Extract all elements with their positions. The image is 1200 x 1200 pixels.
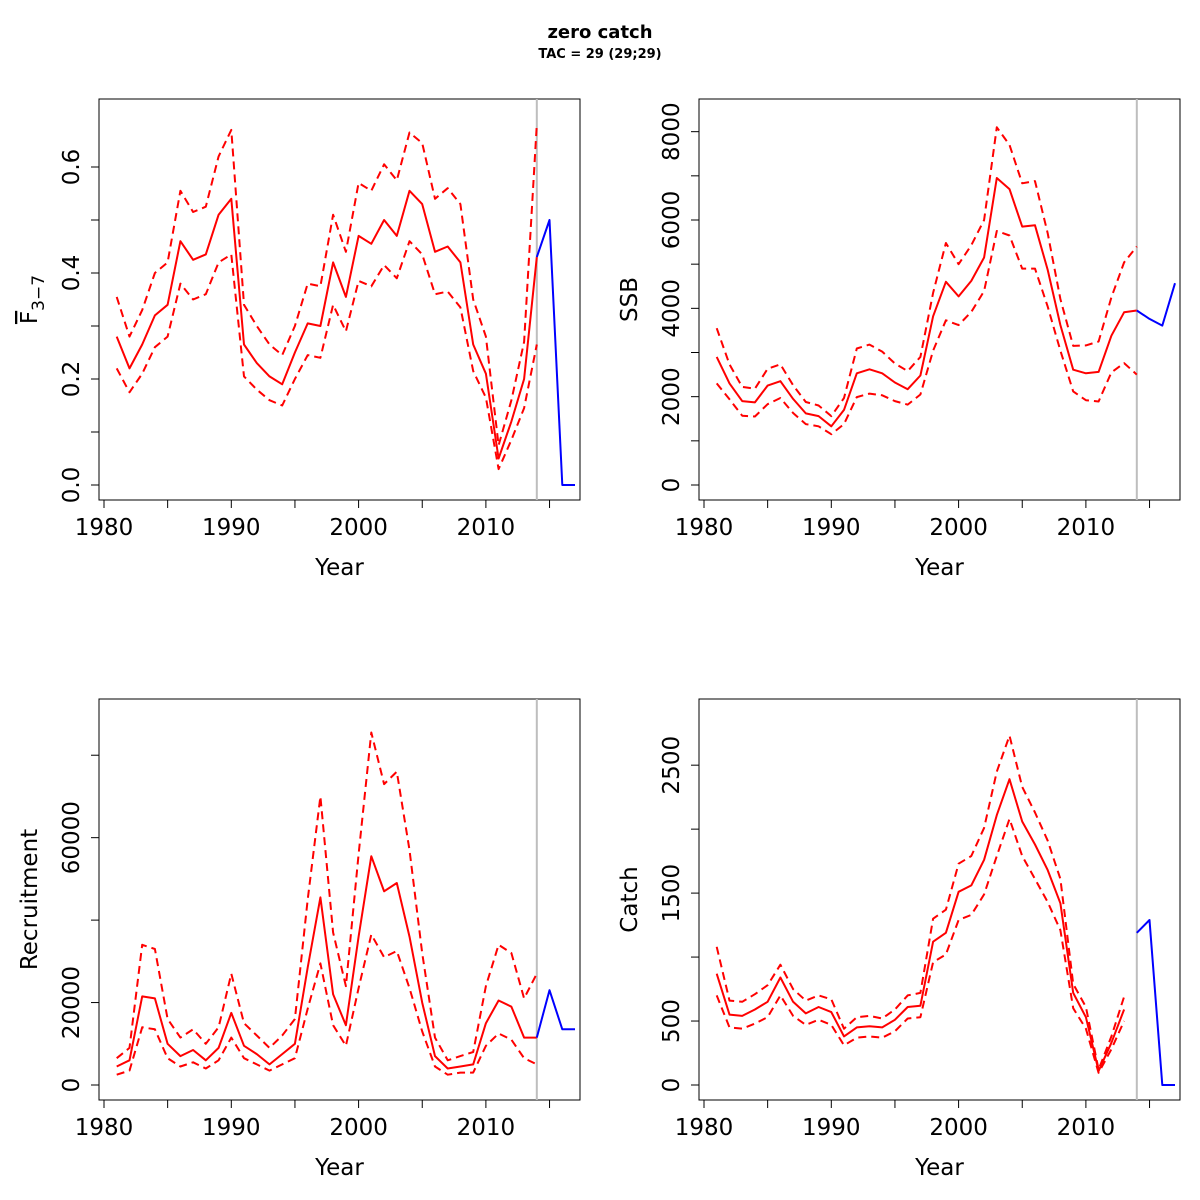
y-axis-label: Catch	[617, 866, 643, 932]
y-tick-label: 0	[659, 1078, 685, 1093]
series-forecast-line	[1136, 919, 1175, 1086]
series-upper-line	[715, 734, 1126, 1071]
panel-ssb: 1980 1990 2000 2010 Year 0 2000 4000 6000 8000 SSB	[617, 98, 1181, 581]
series-upper-line	[116, 731, 538, 1062]
y-axis-label: SSB	[617, 277, 643, 322]
y-tick-label: 0	[59, 1078, 85, 1093]
x-tick-label: 1980	[675, 1115, 734, 1141]
x-tick-label: 1990	[202, 1115, 261, 1141]
series-forecast-line	[1136, 282, 1176, 327]
x-axis-label: Year	[314, 1155, 364, 1181]
y-tick-label: 0.6	[59, 149, 85, 186]
y-tick-label: 0.2	[59, 361, 85, 398]
figure-title: zero catch	[547, 22, 653, 43]
series-forecast-line	[535, 219, 575, 486]
plot-frame	[698, 698, 1181, 1101]
x-tick-label: 1980	[675, 515, 734, 541]
x-tick-label: 2010	[1057, 1115, 1116, 1141]
series-lower-line	[116, 933, 538, 1076]
series-forecast-line	[535, 989, 575, 1038]
x-axis-label: Year	[314, 555, 364, 581]
series-estimate-line	[116, 855, 537, 1070]
y-tick-label: 2000	[659, 367, 685, 426]
y-tick-label: 1500	[659, 864, 685, 923]
y-tick-label: 60000	[59, 801, 85, 874]
x-tick-label: 2000	[329, 515, 388, 541]
x-tick-label: 2000	[929, 515, 988, 541]
x-tick-label: 2000	[329, 1115, 388, 1141]
y-tick-label: 6000	[659, 191, 685, 250]
plot-frame	[98, 98, 581, 501]
y-tick-label: 500	[659, 999, 685, 1043]
series-upper-line	[715, 126, 1138, 418]
x-axis-label: Year	[914, 555, 964, 581]
series-estimate-line	[115, 189, 538, 460]
panel-catch: 1980 1990 2000 2010 Year 0 500 1500 2500 Catch	[617, 698, 1181, 1181]
y-tick-label: 0.0	[59, 467, 85, 504]
x-axis-label: Year	[914, 1155, 964, 1181]
y-tick-label: 2500	[659, 736, 685, 795]
y-tick-label: 4000	[659, 279, 685, 338]
y-axis-label: Recruitment	[17, 829, 43, 970]
y-tick-label: 0	[659, 478, 685, 493]
x-tick-label: 2000	[929, 1115, 988, 1141]
series-estimate-line	[715, 177, 1137, 428]
series-lower-line	[715, 817, 1126, 1074]
plot-frame	[698, 98, 1181, 501]
panel-f-bar: 1980 1990 2000 2010 Year 0.0 0.2 0.4 0.6 F3−7	[17, 98, 581, 581]
y-tick-label: 0.4	[59, 255, 85, 292]
x-tick-label: 1980	[75, 515, 134, 541]
x-tick-label: 1980	[75, 1115, 134, 1141]
series-lower-line	[715, 230, 1138, 436]
x-tick-label: 1990	[802, 515, 861, 541]
series-lower-line	[115, 240, 538, 471]
series-upper-line	[115, 124, 538, 447]
panel-recruitment: 1980 1990 2000 2010 Year 0 20000 60000 Recruitme…	[17, 698, 581, 1181]
y-tick-label: 20000	[59, 966, 85, 1039]
x-tick-label: 1990	[802, 1115, 861, 1141]
x-tick-label: 2010	[457, 1115, 516, 1141]
x-tick-label: 1990	[202, 515, 261, 541]
x-tick-label: 2010	[1057, 515, 1116, 541]
series-estimate-line	[715, 778, 1126, 1072]
x-tick-label: 2010	[457, 515, 516, 541]
figure-subtitle: TAC = 29 (29;29)	[538, 47, 662, 62]
y-tick-label: 8000	[659, 102, 685, 161]
y-axis-label: F3−7	[17, 275, 49, 324]
plot-frame	[98, 698, 581, 1101]
